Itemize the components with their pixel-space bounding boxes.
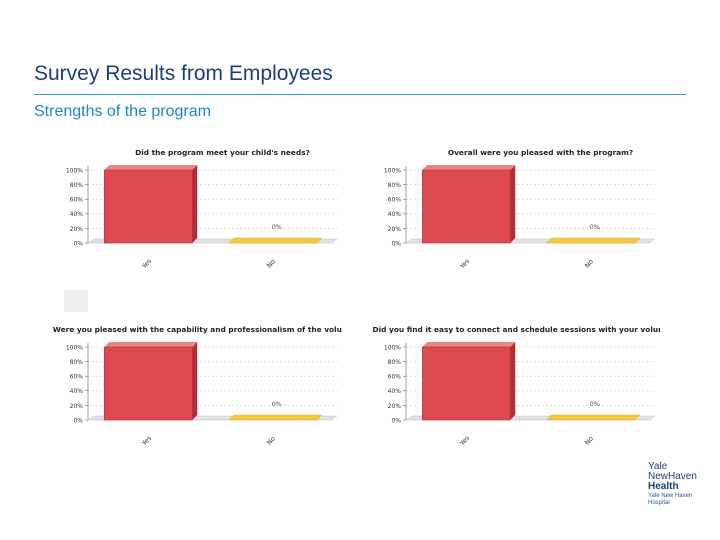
bar-no	[546, 414, 641, 421]
y-tick-label: 60%	[70, 197, 84, 204]
y-tick-label: 40%	[70, 388, 84, 395]
page-subtitle: Strengths of the program	[34, 103, 211, 120]
x-tick-label: Yes	[458, 257, 472, 271]
y-tick-label: 60%	[388, 374, 402, 381]
y-tick-label: 80%	[70, 182, 84, 189]
y-tick-label: 60%	[70, 374, 84, 381]
y-tick-label: 100%	[384, 167, 401, 174]
data-label: 0%	[272, 400, 282, 408]
data-label: 0%	[590, 400, 600, 408]
bar-no	[546, 237, 641, 244]
y-tick-label: 100%	[66, 167, 83, 174]
title-divider	[34, 94, 686, 95]
chart-title: Were you pleased with the capability and…	[53, 325, 342, 334]
data-label: 0%	[590, 223, 600, 231]
page-title: Survey Results from Employees	[34, 62, 333, 85]
x-tick-label: No	[265, 435, 277, 447]
bar-top	[422, 165, 516, 170]
y-tick-label: 20%	[388, 403, 402, 410]
logo-line: NewHaven	[648, 471, 697, 482]
y-tick-label: 0%	[73, 417, 83, 424]
y-tick-label: 60%	[388, 197, 402, 204]
bar-yes	[103, 169, 193, 244]
logo-line: Health	[648, 481, 679, 492]
chart-tutor-capability: Were you pleased with the capability and…	[52, 322, 342, 457]
y-tick-label: 40%	[70, 211, 84, 218]
chart-svg: Did you find it easy to connect and sche…	[372, 325, 660, 448]
yale-new-haven-health-logo: Yale NewHaven Health Yale New Haven Hosp…	[648, 461, 697, 507]
y-tick-label: 20%	[70, 403, 84, 410]
y-tick-label: 40%	[388, 211, 402, 218]
y-tick-label: 0%	[391, 240, 401, 247]
logo-line: Hospital	[648, 500, 670, 506]
bar-top	[422, 342, 516, 347]
bar-top	[104, 342, 198, 347]
placeholder-tile	[64, 290, 88, 312]
chart-svg: Were you pleased with the capability and…	[53, 325, 342, 448]
chart-easy-scheduling: Did you find it easy to connect and sche…	[370, 322, 660, 457]
y-tick-label: 20%	[70, 226, 84, 233]
data-label: 0%	[272, 223, 282, 231]
x-tick-label: Yes	[458, 434, 472, 448]
y-tick-label: 100%	[66, 344, 83, 351]
logo-line: Yale New Haven	[648, 493, 693, 499]
y-tick-label: 40%	[388, 388, 402, 395]
bar-yes	[421, 346, 511, 421]
logo-line: Yale	[648, 461, 668, 472]
bar-yes	[103, 346, 193, 421]
x-tick-label: Yes	[140, 257, 154, 271]
y-tick-label: 80%	[70, 359, 84, 366]
x-tick-label: No	[583, 435, 595, 447]
bar-side	[510, 165, 516, 243]
bar-side	[192, 342, 198, 420]
chart-svg: Did the program meet your child's needs?…	[66, 148, 338, 271]
bar-top	[104, 165, 198, 170]
y-tick-label: 0%	[391, 417, 401, 424]
y-tick-label: 100%	[384, 344, 401, 351]
y-tick-label: 80%	[388, 182, 402, 189]
bar-side	[192, 165, 198, 243]
bar-no	[228, 237, 323, 244]
bar-no	[228, 414, 323, 421]
x-tick-label: No	[265, 258, 277, 270]
x-tick-label: Yes	[140, 434, 154, 448]
y-tick-label: 0%	[73, 240, 83, 247]
chart-overall-pleased: Overall were you pleased with the progra…	[370, 145, 660, 280]
bar-yes	[421, 169, 511, 244]
chart-title: Did the program meet your child's needs?	[135, 148, 310, 157]
y-tick-label: 80%	[388, 359, 402, 366]
chart-title: Did you find it easy to connect and sche…	[372, 325, 660, 334]
chart-child-needs: Did the program meet your child's needs?…	[52, 145, 342, 280]
bar-side	[510, 342, 516, 420]
x-tick-label: No	[583, 258, 595, 270]
chart-title: Overall were you pleased with the progra…	[448, 148, 633, 157]
chart-svg: Overall were you pleased with the progra…	[384, 148, 656, 271]
y-tick-label: 20%	[388, 226, 402, 233]
